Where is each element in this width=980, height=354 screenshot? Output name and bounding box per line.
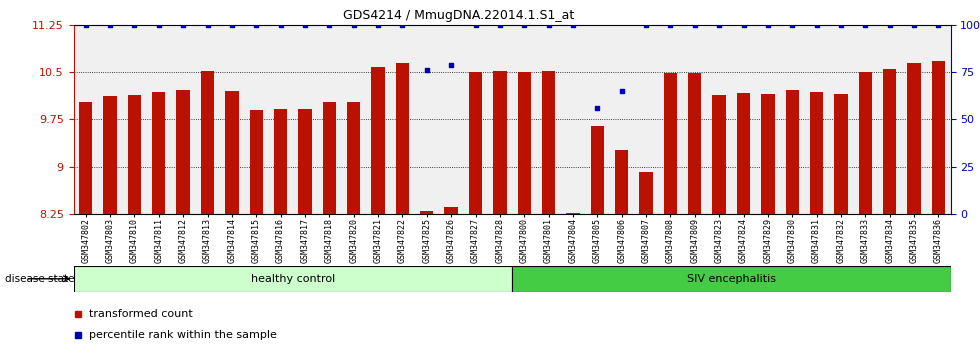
Point	[760, 22, 776, 28]
Bar	[591, 126, 604, 214]
Bar	[371, 67, 385, 214]
Point	[297, 22, 313, 28]
Bar	[834, 93, 848, 214]
Point	[395, 22, 411, 28]
Bar	[932, 61, 945, 214]
Bar	[298, 109, 312, 214]
Point	[882, 22, 898, 28]
Point	[687, 22, 703, 28]
Point	[931, 22, 947, 28]
Bar	[712, 95, 726, 214]
Point	[321, 22, 337, 28]
Text: transformed count: transformed count	[89, 309, 193, 319]
Bar	[201, 71, 215, 214]
Bar	[786, 90, 799, 214]
Point	[370, 22, 386, 28]
Bar	[542, 71, 556, 214]
Text: GDS4214 / MmugDNA.22014.1.S1_at: GDS4214 / MmugDNA.22014.1.S1_at	[343, 9, 574, 22]
Point	[492, 22, 508, 28]
Point	[784, 22, 800, 28]
Point	[516, 22, 532, 28]
Bar	[79, 102, 92, 214]
Point	[175, 22, 191, 28]
Bar	[907, 63, 921, 214]
Bar	[809, 92, 823, 214]
Point	[200, 22, 216, 28]
Point	[662, 22, 678, 28]
Point	[467, 22, 483, 28]
Point	[906, 22, 922, 28]
Bar	[127, 95, 141, 214]
Bar	[737, 93, 751, 214]
Bar	[176, 90, 190, 214]
Point	[808, 22, 824, 28]
Point	[613, 88, 629, 94]
Point	[638, 22, 654, 28]
Bar	[347, 102, 361, 214]
Point	[77, 22, 93, 28]
Bar	[420, 211, 433, 214]
Point	[590, 105, 606, 111]
Text: disease state: disease state	[5, 274, 74, 284]
Bar	[761, 93, 774, 214]
Bar	[615, 150, 628, 214]
Bar	[688, 73, 702, 214]
Point	[248, 22, 264, 28]
Text: healthy control: healthy control	[251, 274, 335, 284]
Bar	[566, 213, 579, 214]
Point	[858, 22, 873, 28]
Bar	[103, 96, 117, 214]
Bar	[663, 73, 677, 214]
Bar	[322, 102, 336, 214]
Bar	[468, 72, 482, 214]
Text: percentile rank within the sample: percentile rank within the sample	[89, 330, 277, 341]
Bar	[445, 207, 458, 214]
Point	[151, 22, 167, 28]
Bar	[858, 72, 872, 214]
Bar	[493, 71, 507, 214]
Point	[272, 22, 288, 28]
Bar	[225, 91, 238, 214]
Point	[418, 67, 434, 73]
Point	[443, 62, 459, 67]
Point	[833, 22, 849, 28]
Point	[711, 22, 727, 28]
Text: SIV encephalitis: SIV encephalitis	[687, 274, 776, 284]
Bar	[74, 266, 512, 292]
Point	[541, 22, 557, 28]
Point	[736, 22, 752, 28]
Bar	[152, 92, 166, 214]
Bar	[639, 172, 653, 214]
Bar	[512, 266, 951, 292]
Bar	[250, 110, 263, 214]
Bar	[396, 63, 409, 214]
Bar	[883, 69, 897, 214]
Bar	[517, 72, 531, 214]
Point	[102, 22, 118, 28]
Point	[224, 22, 240, 28]
Point	[126, 22, 142, 28]
Point	[565, 22, 581, 28]
Bar	[273, 109, 287, 214]
Point	[346, 22, 362, 28]
